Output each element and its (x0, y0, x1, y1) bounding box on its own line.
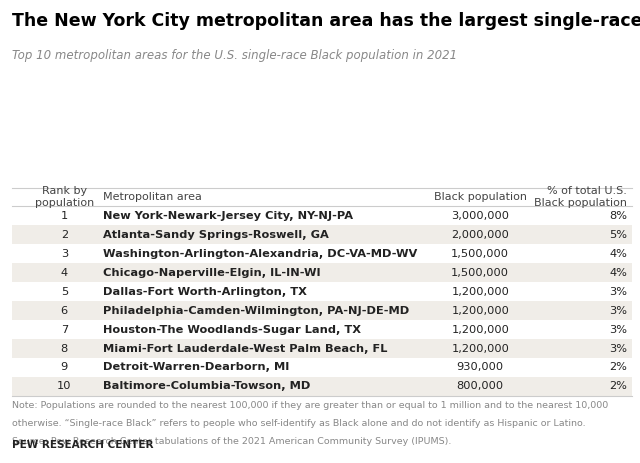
Text: 1,200,000: 1,200,000 (451, 287, 509, 297)
Text: 10: 10 (57, 382, 72, 391)
Text: Houston-The Woodlands-Sugar Land, TX: Houston-The Woodlands-Sugar Land, TX (104, 325, 362, 335)
Text: 3,000,000: 3,000,000 (451, 211, 509, 221)
Text: 1: 1 (61, 211, 68, 221)
Text: 3%: 3% (609, 287, 627, 297)
Text: 2: 2 (61, 230, 68, 240)
Text: Note: Populations are rounded to the nearest 100,000 if they are greater than or: Note: Populations are rounded to the nea… (12, 401, 608, 410)
Text: Dallas-Fort Worth-Arlington, TX: Dallas-Fort Worth-Arlington, TX (104, 287, 307, 297)
Text: 6: 6 (61, 306, 68, 316)
Text: Chicago-Naperville-Elgin, IL-IN-WI: Chicago-Naperville-Elgin, IL-IN-WI (104, 268, 321, 278)
Text: Atlanta-Sandy Springs-Roswell, GA: Atlanta-Sandy Springs-Roswell, GA (104, 230, 329, 240)
Text: 1,200,000: 1,200,000 (451, 306, 509, 316)
Text: Philadelphia-Camden-Wilmington, PA-NJ-DE-MD: Philadelphia-Camden-Wilmington, PA-NJ-DE… (104, 306, 410, 316)
Text: 2,000,000: 2,000,000 (451, 230, 509, 240)
Text: 4: 4 (61, 268, 68, 278)
Text: % of total U.S.
Black population: % of total U.S. Black population (534, 186, 627, 208)
Text: 3: 3 (61, 249, 68, 259)
Text: 3%: 3% (609, 344, 627, 354)
Text: PEW RESEARCH CENTER: PEW RESEARCH CENTER (12, 440, 153, 450)
Text: 5: 5 (61, 287, 68, 297)
Text: 4%: 4% (609, 268, 627, 278)
Text: 8: 8 (61, 344, 68, 354)
Text: 4%: 4% (609, 249, 627, 259)
Text: 5%: 5% (609, 230, 627, 240)
Text: 800,000: 800,000 (457, 382, 504, 391)
Text: 1,200,000: 1,200,000 (451, 344, 509, 354)
Text: 2%: 2% (609, 363, 627, 372)
Text: 930,000: 930,000 (457, 363, 504, 372)
Text: 1,500,000: 1,500,000 (451, 268, 509, 278)
Text: The New York City metropolitan area has the largest single-race Black population: The New York City metropolitan area has … (12, 12, 640, 30)
Text: 9: 9 (61, 363, 68, 372)
Text: otherwise. “Single-race Black” refers to people who self-identify as Black alone: otherwise. “Single-race Black” refers to… (12, 419, 585, 428)
Text: Source: Pew Research Center tabulations of the 2021 American Community Survey (I: Source: Pew Research Center tabulations … (12, 437, 451, 445)
Text: 8%: 8% (609, 211, 627, 221)
Text: 3%: 3% (609, 306, 627, 316)
Text: Baltimore-Columbia-Towson, MD: Baltimore-Columbia-Towson, MD (104, 382, 311, 391)
Text: Detroit-Warren-Dearborn, MI: Detroit-Warren-Dearborn, MI (104, 363, 290, 372)
Text: Black population: Black population (434, 192, 527, 202)
Text: 1,200,000: 1,200,000 (451, 325, 509, 335)
Text: Top 10 metropolitan areas for the U.S. single-race Black population in 2021: Top 10 metropolitan areas for the U.S. s… (12, 49, 457, 62)
Text: Miami-Fort Lauderdale-West Palm Beach, FL: Miami-Fort Lauderdale-West Palm Beach, F… (104, 344, 388, 354)
Text: 1,500,000: 1,500,000 (451, 249, 509, 259)
Text: 7: 7 (61, 325, 68, 335)
Text: New York-Newark-Jersey City, NY-NJ-PA: New York-Newark-Jersey City, NY-NJ-PA (104, 211, 353, 221)
Text: 3%: 3% (609, 325, 627, 335)
Text: Washington-Arlington-Alexandria, DC-VA-MD-WV: Washington-Arlington-Alexandria, DC-VA-M… (104, 249, 418, 259)
Text: Metropolitan area: Metropolitan area (104, 192, 202, 202)
Text: Rank by
population: Rank by population (35, 186, 94, 208)
Text: 2%: 2% (609, 382, 627, 391)
